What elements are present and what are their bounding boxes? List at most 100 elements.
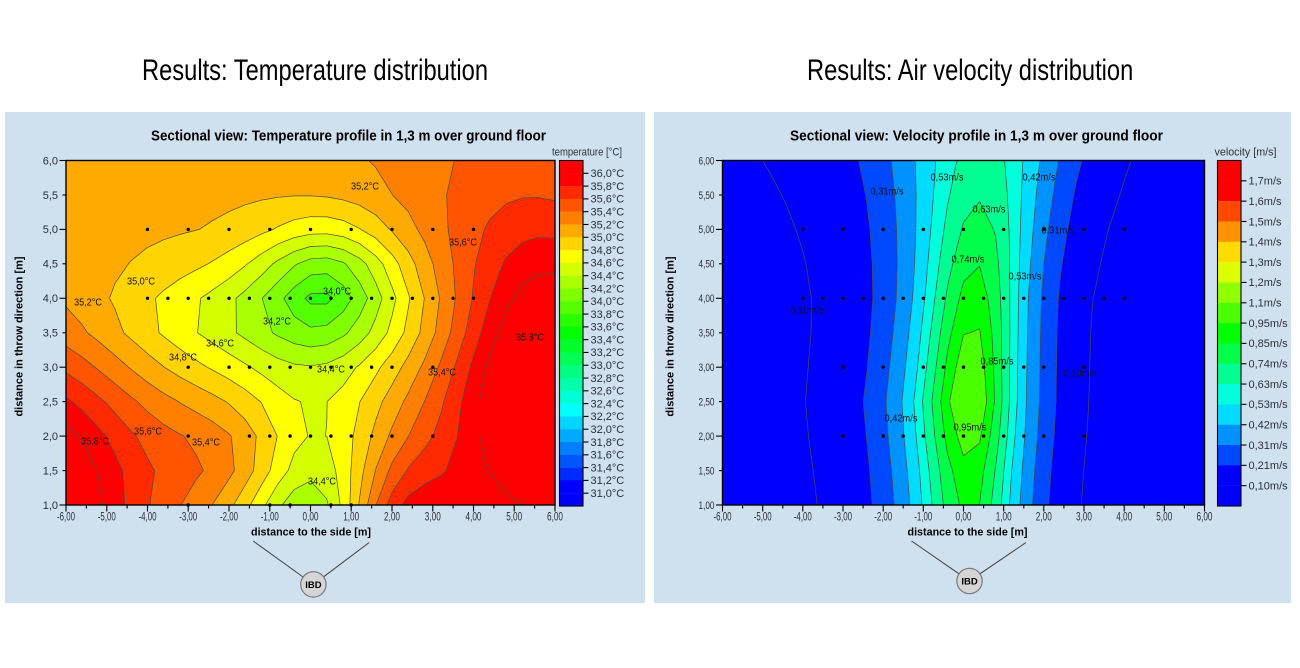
svg-text:5,50: 5,50 — [699, 190, 715, 202]
svg-text:0,63m/s: 0,63m/s — [1249, 379, 1289, 391]
svg-text:4,00: 4,00 — [1116, 512, 1132, 524]
svg-text:35,2°C: 35,2°C — [591, 219, 625, 231]
svg-text:1,4m/s: 1,4m/s — [1249, 237, 1283, 249]
svg-text:4,00: 4,00 — [699, 293, 715, 305]
svg-text:31,4°C: 31,4°C — [591, 462, 625, 474]
svg-text:-5,00: -5,00 — [98, 512, 116, 524]
svg-text:1,00: 1,00 — [699, 500, 715, 512]
svg-text:34,8°C: 34,8°C — [591, 245, 625, 257]
svg-text:1,6m/s: 1,6m/s — [1249, 196, 1283, 208]
svg-text:34,2°C: 34,2°C — [591, 283, 625, 295]
svg-text:33,4°C: 33,4°C — [591, 334, 625, 346]
svg-text:35,0°C: 35,0°C — [127, 276, 155, 288]
svg-text:0,00: 0,00 — [303, 512, 319, 524]
svg-text:1,3m/s: 1,3m/s — [1249, 257, 1283, 269]
svg-text:6,00: 6,00 — [1197, 512, 1213, 524]
svg-text:3,00: 3,00 — [699, 362, 715, 374]
svg-text:1,7m/s: 1,7m/s — [1249, 176, 1283, 188]
svg-text:0,42m/s: 0,42m/s — [1249, 420, 1289, 432]
svg-text:4,0: 4,0 — [43, 293, 58, 305]
svg-text:-1,00: -1,00 — [261, 512, 279, 524]
svg-text:0,00: 0,00 — [956, 512, 972, 524]
svg-text:0,95m/s: 0,95m/s — [1249, 318, 1289, 330]
svg-text:35,0°C: 35,0°C — [591, 232, 625, 244]
svg-text:0,31m/s: 0,31m/s — [1249, 440, 1289, 452]
svg-text:0,53m/s: 0,53m/s — [931, 172, 964, 184]
svg-text:0,10m/s: 0,10m/s — [1064, 368, 1097, 380]
svg-text:35,8°C: 35,8°C — [516, 332, 544, 344]
svg-text:-4,00: -4,00 — [139, 512, 157, 524]
svg-text:35,4°C: 35,4°C — [192, 437, 220, 449]
svg-text:-3,00: -3,00 — [834, 512, 852, 524]
svg-text:4,00: 4,00 — [466, 512, 482, 524]
svg-text:-2,00: -2,00 — [220, 512, 238, 524]
svg-text:34,8°C: 34,8°C — [169, 352, 197, 364]
svg-text:0,85m/s: 0,85m/s — [1249, 338, 1289, 350]
svg-text:distance in throw direction [m: distance in throw direction [m] — [14, 256, 26, 416]
svg-text:-3,00: -3,00 — [179, 512, 197, 524]
svg-text:-4,00: -4,00 — [794, 512, 812, 524]
svg-text:34,4°C: 34,4°C — [308, 476, 336, 488]
svg-text:0,53m/s: 0,53m/s — [1249, 399, 1289, 411]
svg-text:-1,00: -1,00 — [914, 512, 932, 524]
svg-text:35,6°C: 35,6°C — [591, 194, 625, 206]
svg-text:5,5: 5,5 — [43, 190, 58, 202]
svg-text:6,0: 6,0 — [43, 155, 58, 167]
svg-text:1,5m/s: 1,5m/s — [1249, 216, 1283, 228]
svg-text:Sectional view: Velocity profi: Sectional view: Velocity profile in 1,3 … — [790, 128, 1163, 145]
svg-text:3,00: 3,00 — [425, 512, 441, 524]
svg-text:0,85m/s: 0,85m/s — [981, 356, 1014, 368]
svg-text:34,4°C: 34,4°C — [591, 271, 625, 283]
svg-text:5,0: 5,0 — [43, 224, 58, 236]
svg-text:35,6°C: 35,6°C — [134, 426, 162, 438]
svg-text:31,6°C: 31,6°C — [591, 450, 625, 462]
svg-text:34,2°C: 34,2°C — [263, 316, 291, 328]
svg-text:32,4°C: 32,4°C — [591, 398, 625, 410]
svg-text:31,8°C: 31,8°C — [591, 437, 625, 449]
svg-text:-2,00: -2,00 — [874, 512, 892, 524]
svg-text:31,2°C: 31,2°C — [591, 475, 625, 487]
svg-text:0,42m/s: 0,42m/s — [1023, 172, 1056, 184]
svg-text:33,2°C: 33,2°C — [591, 347, 625, 359]
svg-text:2,00: 2,00 — [699, 431, 715, 443]
svg-text:0,31m/s: 0,31m/s — [871, 186, 904, 198]
svg-text:6,00: 6,00 — [547, 512, 563, 524]
svg-text:34,6°C: 34,6°C — [206, 338, 234, 350]
svg-text:-6,00: -6,00 — [57, 512, 75, 524]
svg-text:2,00: 2,00 — [1036, 512, 1052, 524]
svg-text:32,6°C: 32,6°C — [591, 386, 625, 398]
svg-text:34,4°C: 34,4°C — [317, 364, 345, 376]
svg-text:4,5: 4,5 — [43, 259, 58, 271]
svg-text:0,21m/s: 0,21m/s — [1249, 460, 1289, 472]
svg-text:0,31m/s: 0,31m/s — [1042, 225, 1075, 237]
svg-text:1,5: 1,5 — [43, 465, 58, 477]
svg-text:1,00: 1,00 — [343, 512, 359, 524]
svg-text:3,50: 3,50 — [699, 328, 715, 340]
svg-text:32,8°C: 32,8°C — [591, 373, 625, 385]
svg-text:0,74m/s: 0,74m/s — [1249, 359, 1289, 371]
svg-text:4,50: 4,50 — [699, 259, 715, 271]
svg-text:3,5: 3,5 — [43, 328, 58, 340]
svg-text:36,0°C: 36,0°C — [591, 168, 625, 180]
svg-text:35,4°C: 35,4°C — [591, 207, 625, 219]
svg-text:IBD: IBD — [305, 580, 322, 591]
svg-text:0,63m/s: 0,63m/s — [973, 204, 1006, 216]
svg-text:34,0°C: 34,0°C — [591, 296, 625, 308]
svg-text:temperature [°C]: temperature [°C] — [552, 147, 622, 159]
svg-text:1,00: 1,00 — [996, 512, 1012, 524]
svg-text:velocity [m/s]: velocity [m/s] — [1215, 147, 1277, 159]
svg-text:35,8°C: 35,8°C — [591, 181, 625, 193]
svg-text:32,0°C: 32,0°C — [591, 424, 625, 436]
svg-text:0,42m/s: 0,42m/s — [885, 413, 918, 425]
svg-text:35,8°C: 35,8°C — [81, 436, 109, 448]
svg-text:-6,00: -6,00 — [714, 512, 732, 524]
svg-text:0,95m/s: 0,95m/s — [954, 422, 987, 434]
svg-text:distance to the side [m]: distance to the side [m] — [251, 527, 371, 539]
svg-text:5,00: 5,00 — [699, 224, 715, 236]
svg-text:33,0°C: 33,0°C — [591, 360, 625, 372]
svg-text:34,0°C: 34,0°C — [323, 286, 351, 298]
svg-text:distance to the side [m]: distance to the side [m] — [908, 527, 1028, 539]
svg-text:Sectional view: Temperature pr: Sectional view: Temperature profile in 1… — [151, 128, 546, 145]
svg-text:0,10m/s: 0,10m/s — [791, 305, 824, 317]
svg-text:IBD: IBD — [961, 576, 978, 587]
